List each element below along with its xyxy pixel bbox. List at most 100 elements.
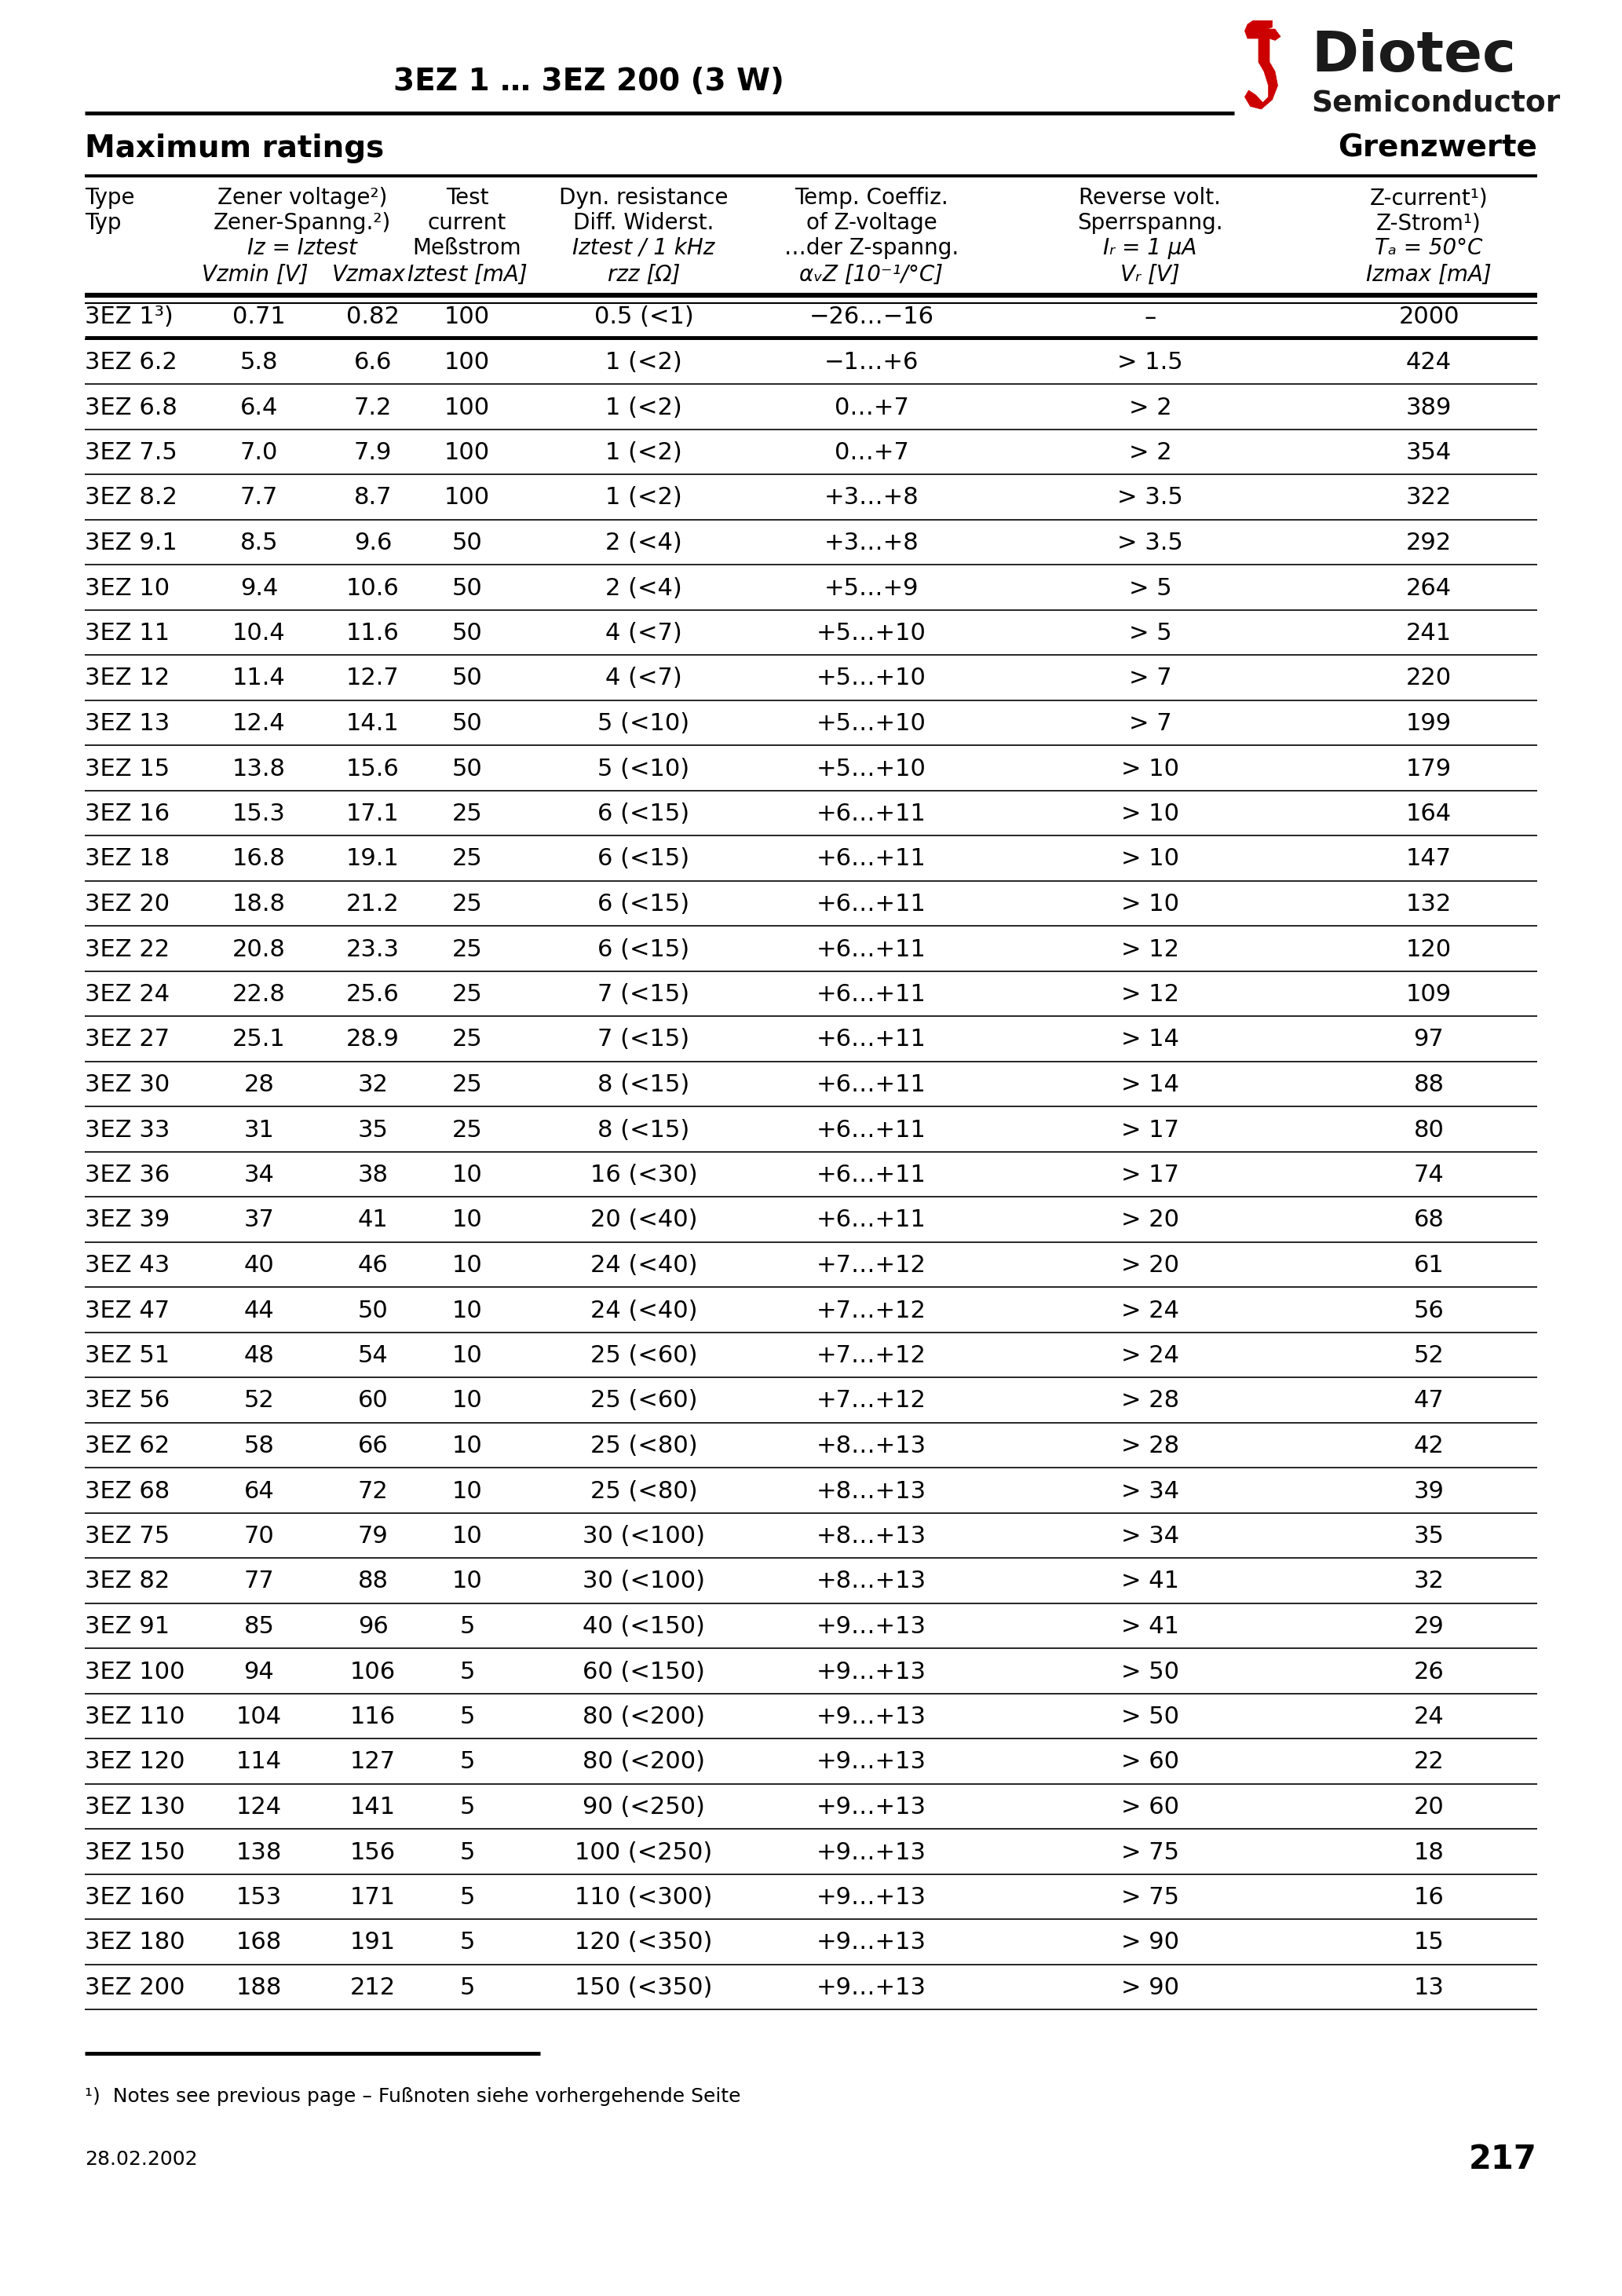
Text: 3EZ 130: 3EZ 130 [84, 1795, 185, 1818]
Text: 52: 52 [243, 1389, 274, 1412]
Text: 10: 10 [453, 1435, 482, 1458]
Text: > 41: > 41 [1121, 1614, 1179, 1637]
Text: > 12: > 12 [1121, 983, 1179, 1006]
Text: 22: 22 [1414, 1750, 1444, 1773]
Text: 116: 116 [350, 1706, 396, 1729]
Text: 40: 40 [243, 1254, 274, 1277]
Text: > 20: > 20 [1121, 1254, 1179, 1277]
Text: 28.02.2002: 28.02.2002 [84, 2149, 198, 2170]
Text: 3EZ 43: 3EZ 43 [84, 1254, 170, 1277]
Text: Diotec: Diotec [1311, 30, 1517, 83]
Text: +6…+11: +6…+11 [816, 1118, 926, 1141]
Text: 5: 5 [459, 1660, 475, 1683]
Text: 156: 156 [350, 1841, 396, 1864]
Text: > 10: > 10 [1121, 893, 1179, 916]
Text: Vᵣ [V]: Vᵣ [V] [1121, 264, 1179, 285]
Text: 3EZ 82: 3EZ 82 [84, 1570, 170, 1593]
Text: 138: 138 [237, 1841, 282, 1864]
Text: 3EZ 12: 3EZ 12 [84, 668, 170, 689]
Text: 0…+7: 0…+7 [834, 397, 908, 418]
Text: 72: 72 [358, 1479, 388, 1502]
Text: 1 (<2): 1 (<2) [605, 487, 683, 510]
Text: 34: 34 [243, 1164, 274, 1187]
Text: Test: Test [446, 186, 488, 209]
Text: 3EZ 180: 3EZ 180 [84, 1931, 185, 1954]
Text: 25: 25 [453, 893, 482, 916]
Text: 114: 114 [237, 1750, 282, 1773]
Text: 10: 10 [453, 1570, 482, 1593]
Text: > 50: > 50 [1121, 1660, 1179, 1683]
Text: +6…+11: +6…+11 [816, 1164, 926, 1187]
Text: 3EZ 24: 3EZ 24 [84, 983, 170, 1006]
Text: +7…+12: +7…+12 [816, 1254, 926, 1277]
Text: +6…+11: +6…+11 [816, 1075, 926, 1095]
Text: Meßstrom: Meßstrom [412, 236, 522, 259]
Text: +8…+13: +8…+13 [816, 1435, 926, 1458]
Text: 6.6: 6.6 [354, 351, 393, 374]
Text: 40 (<150): 40 (<150) [582, 1614, 706, 1637]
Text: 5: 5 [459, 1841, 475, 1864]
Text: 5: 5 [459, 1795, 475, 1818]
Text: 50: 50 [453, 758, 482, 781]
Text: 3EZ 27: 3EZ 27 [84, 1029, 170, 1052]
Text: +3…+8: +3…+8 [824, 533, 918, 553]
Text: Sperrspanng.: Sperrspanng. [1077, 211, 1223, 234]
Text: > 10: > 10 [1121, 758, 1179, 781]
Text: 354: 354 [1406, 441, 1452, 464]
Text: 18.8: 18.8 [232, 893, 285, 916]
Text: > 7: > 7 [1129, 712, 1171, 735]
Text: 7 (<15): 7 (<15) [599, 983, 689, 1006]
Text: 3EZ 150: 3EZ 150 [84, 1841, 185, 1864]
Text: 191: 191 [350, 1931, 396, 1954]
Text: 0.82: 0.82 [345, 305, 399, 328]
Text: 10: 10 [453, 1254, 482, 1277]
Text: 3EZ 36: 3EZ 36 [84, 1164, 170, 1187]
Text: 3EZ 7.5: 3EZ 7.5 [84, 441, 177, 464]
Text: 10.4: 10.4 [232, 622, 285, 645]
Text: 179: 179 [1406, 758, 1452, 781]
Text: rᴢz [Ω]: rᴢz [Ω] [608, 264, 680, 285]
Text: 80: 80 [1414, 1118, 1444, 1141]
Text: Z-Strom¹): Z-Strom¹) [1377, 211, 1481, 234]
Text: 48: 48 [243, 1343, 274, 1366]
Text: 4 (<7): 4 (<7) [605, 622, 683, 645]
Text: ¹)  Notes see previous page – Fußnoten siehe vorhergehende Seite: ¹) Notes see previous page – Fußnoten si… [84, 2087, 741, 2105]
Text: 68: 68 [1414, 1210, 1444, 1231]
Text: Iᵣ = 1 μA: Iᵣ = 1 μA [1103, 236, 1197, 259]
Text: 3EZ 6.8: 3EZ 6.8 [84, 397, 177, 418]
Text: 50: 50 [453, 533, 482, 553]
Text: 3EZ 75: 3EZ 75 [84, 1525, 170, 1548]
Text: +6…+11: +6…+11 [816, 804, 926, 824]
Text: 0…+7: 0…+7 [834, 441, 908, 464]
Text: 16: 16 [1414, 1885, 1444, 1908]
Text: 30 (<100): 30 (<100) [582, 1570, 706, 1593]
Text: 241: 241 [1406, 622, 1452, 645]
Text: 7.0: 7.0 [240, 441, 277, 464]
Text: 26: 26 [1414, 1660, 1444, 1683]
Text: 292: 292 [1406, 533, 1452, 553]
Text: > 17: > 17 [1121, 1164, 1179, 1187]
Text: 164: 164 [1406, 804, 1452, 824]
Text: 127: 127 [350, 1750, 396, 1773]
Text: 6 (<15): 6 (<15) [599, 804, 689, 824]
Text: 2 (<4): 2 (<4) [605, 576, 683, 599]
Text: Reverse volt.: Reverse volt. [1079, 186, 1221, 209]
Text: 199: 199 [1406, 712, 1452, 735]
Text: 47: 47 [1414, 1389, 1444, 1412]
Text: > 60: > 60 [1121, 1795, 1179, 1818]
Text: –: – [1144, 305, 1156, 328]
Text: 64: 64 [243, 1479, 274, 1502]
Text: 25: 25 [453, 1118, 482, 1141]
Text: 16.8: 16.8 [232, 847, 285, 870]
Text: 1 (<2): 1 (<2) [605, 351, 683, 374]
Text: 11.6: 11.6 [347, 622, 399, 645]
Text: Iᴢ = Iᴢtest: Iᴢ = Iᴢtest [247, 236, 357, 259]
Text: 80 (<200): 80 (<200) [582, 1706, 706, 1729]
Text: +6…+11: +6…+11 [816, 983, 926, 1006]
Text: 79: 79 [358, 1525, 388, 1548]
Text: 109: 109 [1406, 983, 1452, 1006]
Text: 10: 10 [453, 1525, 482, 1548]
Text: 3EZ 11: 3EZ 11 [84, 622, 170, 645]
Text: 15.3: 15.3 [232, 804, 285, 824]
Text: 50: 50 [453, 668, 482, 689]
